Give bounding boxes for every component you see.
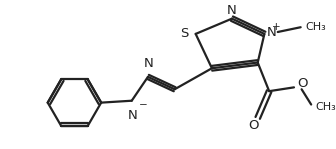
Text: CH₃: CH₃: [315, 102, 336, 112]
Text: N: N: [266, 27, 276, 39]
Text: O: O: [249, 119, 259, 132]
Text: −: −: [138, 100, 147, 110]
Text: O: O: [297, 77, 307, 90]
Text: CH₃: CH₃: [305, 22, 326, 32]
Text: N: N: [227, 4, 237, 17]
Text: N: N: [128, 109, 137, 122]
Text: N: N: [144, 57, 154, 70]
Text: +: +: [272, 22, 281, 32]
Text: S: S: [181, 27, 189, 40]
